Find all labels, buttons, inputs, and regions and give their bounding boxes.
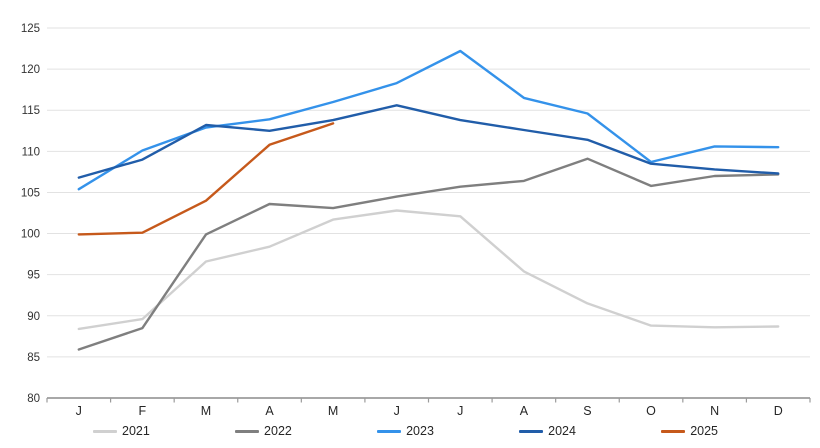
x-axis-label: M (201, 404, 211, 418)
y-axis-label: 80 (27, 393, 40, 405)
legend-swatch-2021 (93, 429, 117, 433)
x-axis-label: J (394, 404, 400, 418)
series-line-2021 (77, 209, 780, 331)
y-axis-label: 110 (22, 146, 40, 158)
x-axis-label: O (646, 404, 656, 418)
legend-item-2022: 2022 (235, 425, 292, 438)
y-axis-label: 85 (27, 352, 40, 364)
y-axis-label: 105 (21, 187, 40, 199)
y-axis-label: 95 (27, 270, 40, 282)
series-line-2024 (77, 104, 780, 179)
x-axis-label: D (774, 404, 783, 418)
legend-label: 2021 (122, 423, 150, 438)
x-axis-label: M (328, 404, 338, 418)
y-axis-label: 125 (21, 23, 40, 35)
legend-item-2024: 2024 (519, 425, 576, 438)
x-axis-label: A (265, 404, 274, 418)
legend-label: 2023 (406, 423, 434, 438)
x-axis-label: J (76, 404, 82, 418)
chart-legend: 2021 2022 2023 2024 2025 (93, 418, 718, 444)
series-line-2022 (77, 157, 780, 351)
legend-swatch-2025 (661, 429, 686, 433)
series-line-2023 (77, 49, 780, 191)
x-axis-label: A (520, 404, 529, 418)
legend-item-2025: 2025 (661, 425, 718, 438)
legend-swatch-2023 (377, 429, 402, 433)
x-axis-label: S (583, 404, 591, 418)
legend-item-2023: 2023 (377, 425, 434, 438)
y-axis-label: 120 (21, 64, 40, 76)
y-axis-label: 100 (21, 229, 40, 241)
x-axis-label: F (139, 404, 147, 418)
legend-swatch-2022 (235, 429, 260, 433)
y-axis-label: 115 (22, 105, 40, 117)
legend-swatch-2024 (519, 429, 544, 433)
chart-canvas: 80 85 90 95 100 105 110 115 120 125 J F M A M J J A S O N D (21, 23, 811, 418)
legend-label: 2024 (548, 423, 576, 438)
x-axis-label: J (457, 404, 463, 418)
x-axis-label: N (710, 404, 719, 418)
legend-label: 2025 (690, 423, 718, 438)
legend-item-2021: 2021 (93, 425, 150, 438)
legend-label: 2022 (264, 423, 292, 438)
series-line-2025 (77, 122, 335, 236)
y-axis-label: 90 (27, 311, 40, 323)
